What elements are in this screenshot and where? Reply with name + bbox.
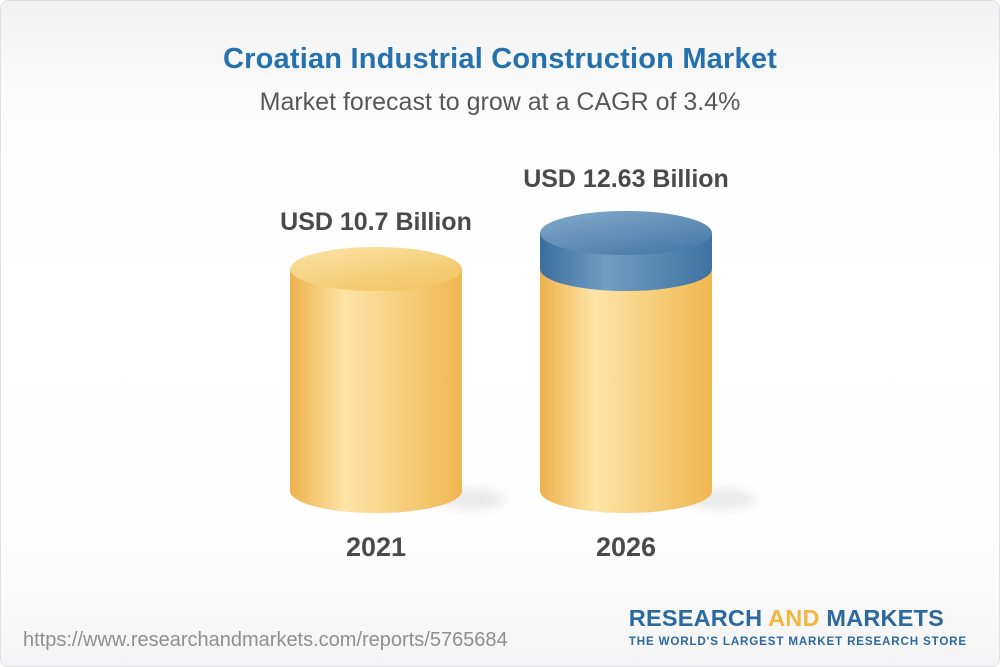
logo-word-and: AND [768,605,820,631]
value-label-2021: USD 10.7 Billion [280,208,472,236]
cylinder-2026 [540,211,712,513]
research-and-markets-logo: RESEARCH AND MARKETS THE WORLD'S LARGEST… [628,605,967,648]
logo-word-markets: MARKETS [826,605,944,631]
logo-word-research: RESEARCH [628,605,763,631]
value-label-2026: USD 12.63 Billion [523,165,729,193]
page-title: Croatian Industrial Construction Market [222,43,778,75]
page-subtitle: Market forecast to grow at a CAGR of 3.4… [259,88,741,116]
logo-wordmark: RESEARCH AND MARKETS [628,605,967,631]
cylinder-2021 [290,247,462,513]
cylinder-2026-gold-segment [540,269,712,513]
category-label-2026: 2026 [595,532,657,562]
category-label-2021: 2021 [345,532,407,562]
logo-tagline: THE WORLD'S LARGEST MARKET RESEARCH STOR… [628,634,967,648]
report-url: https://www.researchandmarkets.com/repor… [23,629,508,651]
